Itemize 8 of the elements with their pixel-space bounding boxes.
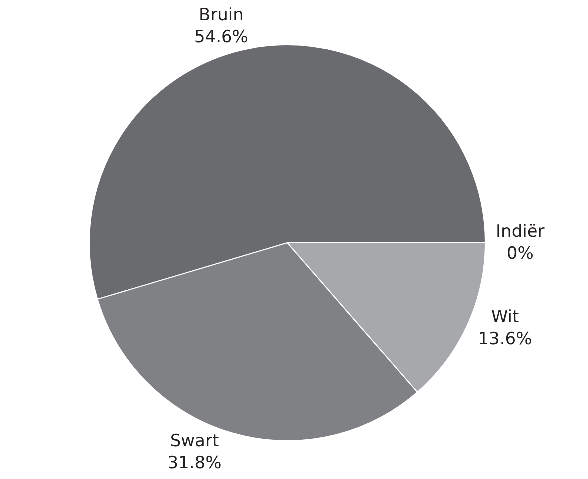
data-label: 54.6% bbox=[194, 28, 248, 48]
data-label: 13.6% bbox=[478, 330, 532, 350]
slice-label: Wit bbox=[491, 308, 520, 328]
text: 0% bbox=[506, 244, 534, 264]
category-label: Indiër bbox=[496, 222, 545, 242]
slice-label: Bruin bbox=[198, 5, 244, 26]
data-label: 31.8% bbox=[168, 454, 222, 474]
slice-label: Swart bbox=[170, 432, 220, 452]
